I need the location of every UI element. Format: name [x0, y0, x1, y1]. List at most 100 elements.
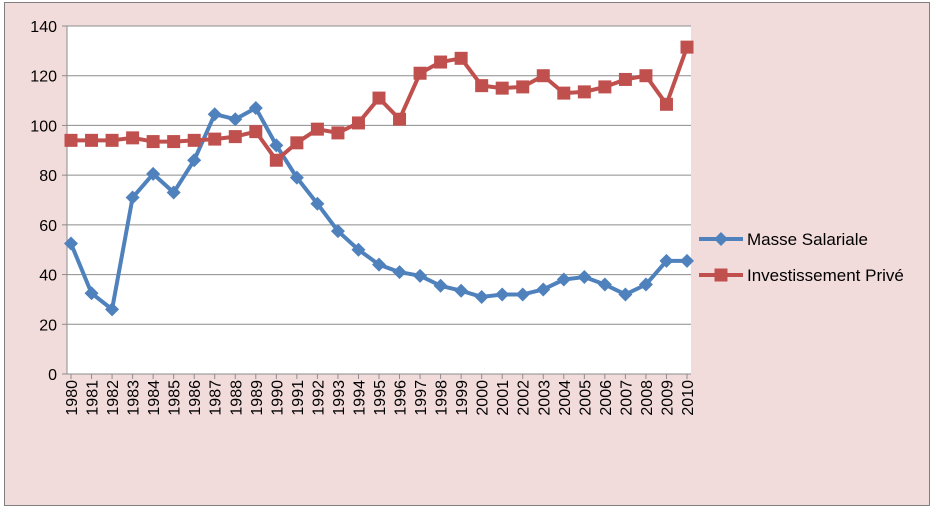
data-point: [495, 81, 509, 95]
data-point: [475, 79, 489, 93]
y-axis-ticks: 0 20 40 60 80 100 120 140: [30, 19, 67, 384]
data-point: [208, 132, 222, 146]
data-point: [248, 101, 263, 116]
x-tick-label: 2002: [516, 380, 533, 416]
data-point: [351, 116, 365, 130]
data-point: [249, 125, 263, 139]
data-point: [536, 282, 551, 297]
legend-marker: [714, 232, 728, 246]
data-point: [105, 133, 119, 147]
data-point: [413, 268, 428, 283]
x-tick-label: 2009: [659, 380, 676, 416]
x-tick-label: 1985: [167, 380, 184, 416]
data-point: [618, 287, 633, 302]
data-point: [166, 185, 181, 200]
x-tick-label: 1981: [85, 380, 102, 416]
data-point: [126, 131, 140, 145]
data-point: [228, 112, 243, 127]
y-tick-label: 0: [48, 367, 57, 384]
data-point: [454, 51, 468, 65]
plot-area: [67, 26, 691, 374]
y-tick-label: 60: [39, 218, 57, 235]
data-point: [125, 190, 140, 205]
data-point: [146, 166, 161, 181]
x-tick-label: 1999: [454, 380, 471, 416]
data-point: [207, 107, 222, 122]
data-point: [638, 277, 653, 292]
chart-frame: 0 20 40 60 80 100 120 140 1980 1981 1982 1983 1984 1…: [4, 2, 930, 506]
data-point: [433, 278, 448, 293]
x-tick-label: 1984: [146, 380, 163, 416]
data-point: [310, 196, 325, 211]
x-tick-label: 1982: [105, 380, 122, 416]
x-tick-label: 1990: [269, 380, 286, 416]
data-point: [64, 133, 78, 147]
data-point: [618, 72, 632, 86]
data-point: [515, 287, 530, 302]
data-point: [454, 283, 469, 298]
legend-entry: Investissement Privé: [699, 266, 904, 285]
data-point: [680, 40, 694, 54]
y-tick-label: 140: [30, 19, 57, 36]
x-tick-label: 1997: [413, 380, 430, 416]
x-tick-label: 1996: [393, 380, 410, 416]
data-point: [290, 136, 304, 150]
data-point: [187, 153, 202, 168]
data-point: [639, 69, 653, 83]
data-point: [146, 135, 160, 149]
x-tick-label: 1998: [434, 380, 451, 416]
y-tick-label: 120: [30, 69, 57, 86]
x-tick-label: 1993: [331, 380, 348, 416]
data-point: [269, 138, 284, 153]
y-tick-label: 20: [39, 317, 57, 334]
data-point: [351, 242, 366, 257]
data-point: [557, 86, 571, 100]
data-point: [228, 130, 242, 144]
data-point: [495, 287, 510, 302]
x-tick-label: 2005: [577, 380, 594, 416]
data-point: [434, 55, 448, 69]
data-point: [597, 277, 612, 292]
data-point: [64, 236, 78, 251]
x-tick-label: 1992: [310, 380, 327, 416]
legend-label: Masse Salariale: [747, 230, 868, 249]
y-tick-label: 100: [30, 118, 57, 135]
data-point: [269, 153, 283, 167]
data-point: [536, 69, 550, 83]
x-tick-label: 1986: [187, 380, 204, 416]
x-tick-label: 2004: [557, 380, 574, 416]
series-investissement-prive: [64, 40, 694, 167]
data-point: [659, 97, 673, 111]
x-tick-label: 1983: [126, 380, 143, 416]
x-tick-label: 2000: [475, 380, 492, 416]
series: [64, 40, 694, 317]
data-point: [393, 112, 407, 126]
x-tick-label: 1988: [228, 380, 245, 416]
y-tick-label: 80: [39, 168, 57, 185]
data-point: [413, 66, 427, 80]
data-point: [372, 257, 386, 272]
legend-marker: [714, 268, 728, 282]
data-point: [331, 126, 345, 140]
data-point: [598, 80, 612, 94]
x-tick-label: 1989: [249, 380, 266, 416]
data-point: [372, 91, 386, 105]
x-tick-label: 1995: [372, 380, 389, 416]
data-point: [84, 286, 99, 301]
data-point: [289, 170, 304, 185]
legend-label: Investissement Privé: [747, 266, 904, 285]
data-point: [330, 224, 345, 239]
data-point: [659, 253, 674, 268]
data-point: [577, 270, 592, 285]
data-point: [105, 302, 120, 317]
x-tick-label: 1987: [208, 380, 225, 416]
x-tick-label: 1980: [64, 380, 81, 416]
data-point: [516, 80, 530, 94]
gridlines: [67, 25, 691, 325]
data-point: [577, 85, 591, 99]
data-point: [167, 135, 181, 149]
data-point: [680, 253, 694, 268]
x-tick-label: 2006: [598, 380, 615, 416]
x-tick-label: 1994: [351, 380, 368, 416]
